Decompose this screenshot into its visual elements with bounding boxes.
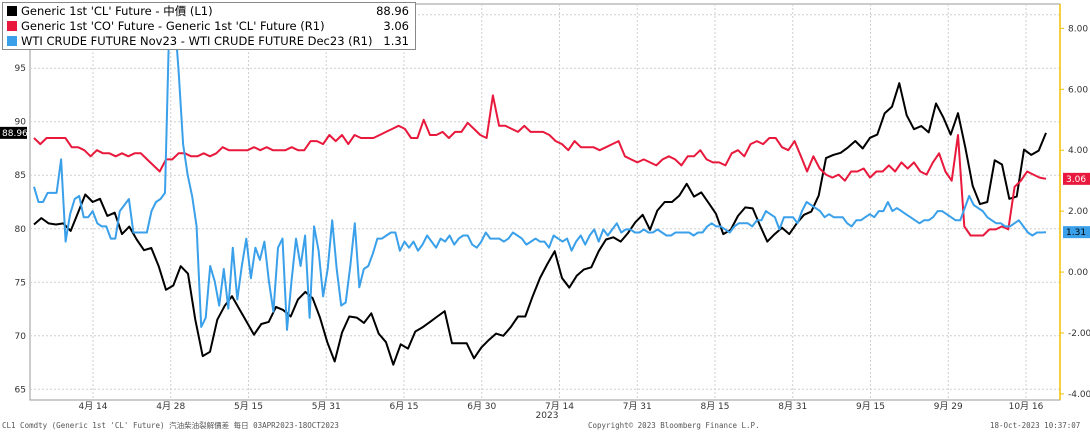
- last-value-label-left: 88.96: [2, 129, 28, 139]
- last-value-badge-left: [0, 126, 27, 139]
- right-tick-label: 2.00: [1068, 207, 1088, 217]
- legend-swatch: [7, 6, 17, 16]
- last-value-badge-blue: [1063, 226, 1090, 239]
- legend-label: Generic 1st 'CL' Future - 中價 (L1): [21, 4, 213, 18]
- series-line-1: [33, 94, 1047, 237]
- legend-value: 1.31: [383, 34, 409, 48]
- last-value-label-blue: 1.31: [1066, 228, 1086, 238]
- x-tick-label: 7月 31: [623, 401, 652, 412]
- left-tick-label: 85: [15, 171, 26, 181]
- x-tick-label: 9月 29: [934, 401, 963, 412]
- x-tick-label: 4月 14: [78, 401, 107, 412]
- left-tick-label: 75: [15, 278, 26, 288]
- left-tick-label: 65: [15, 385, 26, 395]
- legend-label: WTI CRUDE FUTURE Nov23 - WTI CRUDE FUTUR…: [21, 34, 373, 48]
- right-tick-label: -2.00: [1068, 329, 1090, 339]
- right-tick-label: 6.00: [1068, 85, 1088, 95]
- legend-item: Generic 1st 'CL' Future - 中價 (L1) 88.96: [7, 4, 409, 19]
- footer-source: CL1 Comdty (Generic 1st 'CL' Future) 汽油柴…: [2, 421, 339, 430]
- left-tick-label: 95: [15, 64, 26, 74]
- left-tick-label: 80: [15, 225, 27, 235]
- x-tick-label: 8月 31: [778, 401, 807, 412]
- x-tick-label: 4月 28: [156, 401, 185, 412]
- right-tick-label: 8.00: [1068, 24, 1088, 34]
- last-value-badge-red: [1063, 172, 1090, 185]
- x-tick-label: 7月 14: [545, 401, 574, 412]
- right-tick-label: 0.00: [1068, 268, 1088, 278]
- legend-value: 3.06: [383, 19, 409, 33]
- last-value-label-red: 3.06: [1066, 175, 1086, 185]
- series-line-2: [33, 9, 1047, 331]
- x-tick-label: 5月 31: [312, 401, 341, 412]
- footer-timestamp: 18-Oct-2023 10:37:07: [990, 421, 1081, 430]
- legend-swatch: [7, 36, 17, 46]
- left-tick-label: 70: [15, 332, 27, 342]
- x-tick-label: 8月 15: [700, 401, 729, 412]
- series-line-0: [33, 82, 1047, 366]
- legend-item: Generic 1st 'CO' Future - Generic 1st 'C…: [7, 19, 409, 34]
- x-year-label: 2023: [536, 411, 559, 421]
- x-tick-label: 9月 15: [856, 401, 885, 412]
- axes: 65707580859095100-4.00-2.000.002.004.006…: [0, 4, 1090, 421]
- plot-area: [29, 3, 1061, 401]
- left-tick-label: 90: [15, 118, 27, 128]
- legend-swatch: [7, 21, 17, 31]
- legend: Generic 1st 'CL' Future - 中價 (L1) 88.96 G…: [2, 2, 416, 50]
- right-tick-label: 4.00: [1068, 146, 1088, 156]
- x-tick-label: 5月 15: [234, 401, 263, 412]
- series-lines: [33, 9, 1047, 366]
- right-tick-label: -4.00: [1068, 390, 1090, 400]
- legend-label: Generic 1st 'CO' Future - Generic 1st 'C…: [21, 19, 325, 33]
- x-tick-label: 6月 15: [389, 401, 418, 412]
- x-tick-label: 6月 30: [467, 401, 496, 412]
- footer-copyright: Copyright© 2023 Bloomberg Finance L.P.: [588, 421, 760, 430]
- legend-item: WTI CRUDE FUTURE Nov23 - WTI CRUDE FUTUR…: [7, 34, 409, 49]
- grid: [30, 4, 1060, 400]
- legend-value: 88.96: [376, 4, 409, 18]
- x-tick-label: 10月 16: [1009, 401, 1044, 412]
